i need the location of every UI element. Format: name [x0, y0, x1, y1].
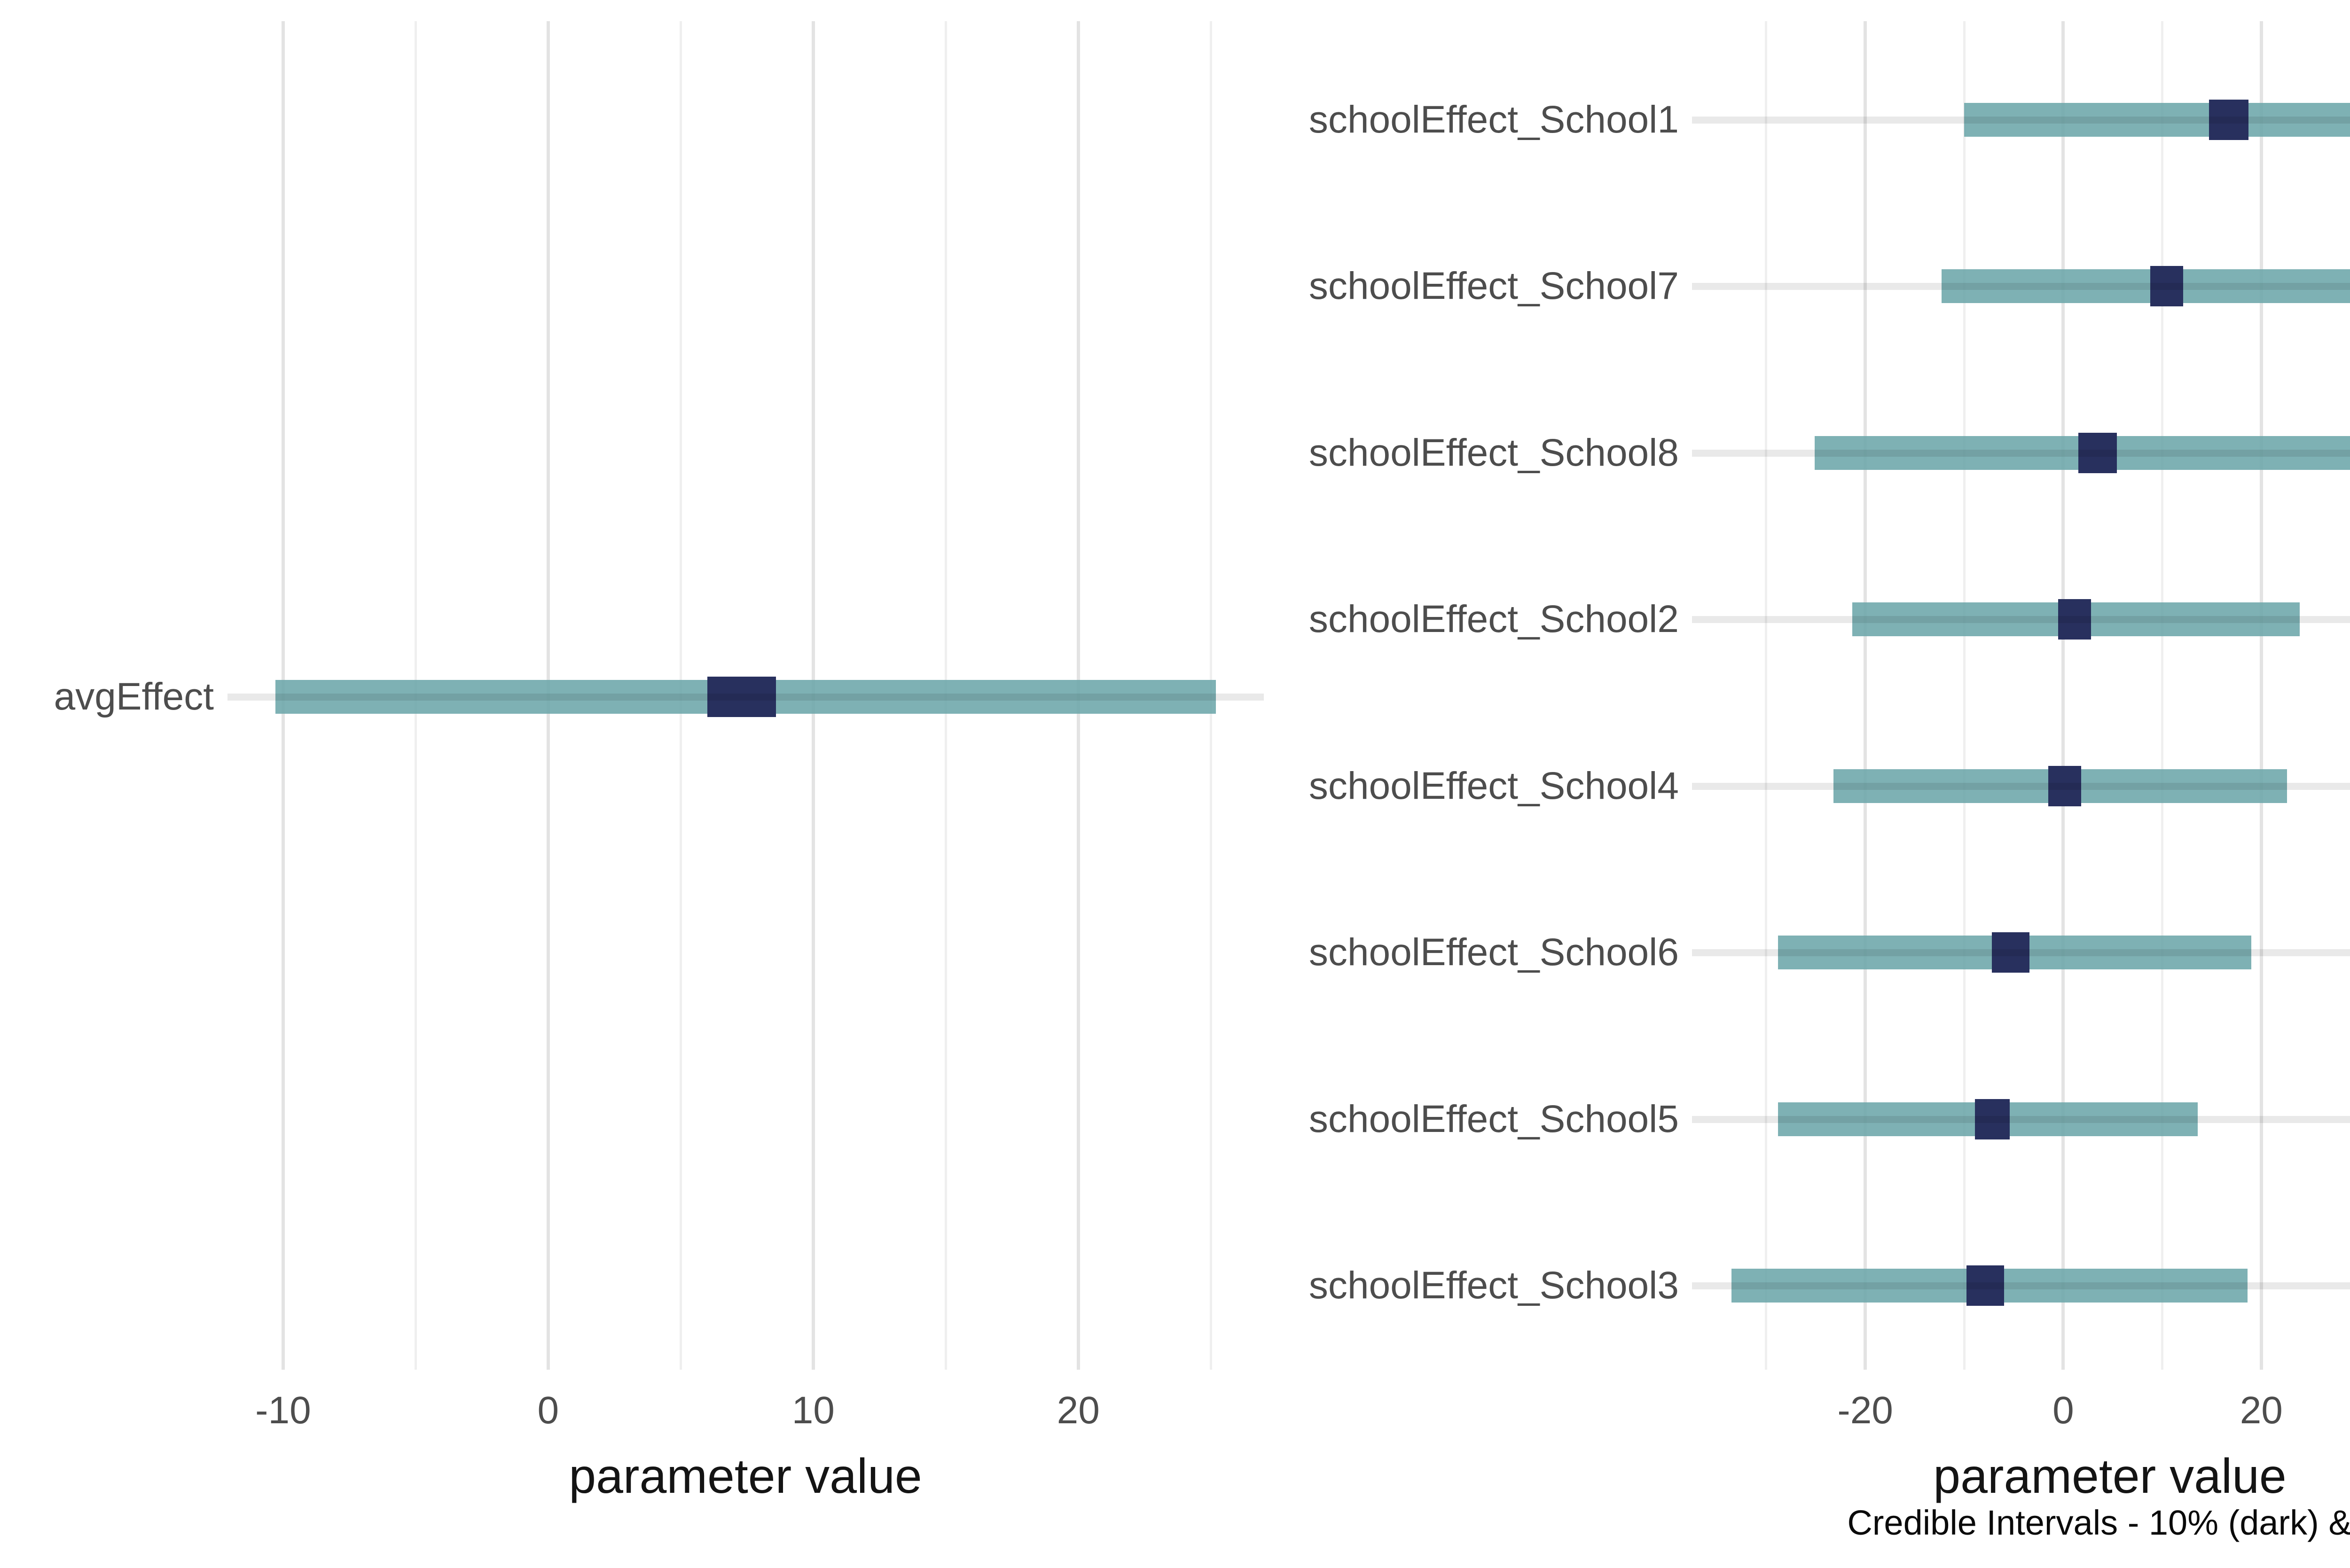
- figure-caption: Credible Intervals - 10% (dark) & 90% (l…: [1847, 1503, 2350, 1542]
- inner-interval-bar: [2078, 433, 2117, 473]
- x-axis-title-right: parameter value: [1933, 1449, 2287, 1504]
- grid-line-row: [1692, 616, 2350, 623]
- y-axis-label: schoolEffect_School2: [1308, 598, 1679, 640]
- grid-line-major: [2259, 21, 2263, 1370]
- x-tick-label: -20: [1837, 1389, 1893, 1432]
- grid-line-minor: [1963, 21, 1966, 1370]
- inner-interval-bar: [2058, 599, 2091, 640]
- grid-line-minor: [2161, 21, 2164, 1370]
- y-axis-label: schoolEffect_School8: [1308, 431, 1679, 474]
- y-axis-label: schoolEffect_School5: [1308, 1098, 1679, 1140]
- grid-line-row: [1692, 449, 2350, 457]
- grid-line-row: [227, 693, 1264, 701]
- outer-interval-bar: [1941, 269, 2350, 303]
- grid-line-row: [1692, 116, 2350, 124]
- x-tick-label: 20: [1057, 1389, 1100, 1432]
- grid-line-minor: [1765, 21, 1768, 1370]
- y-axis-label: schoolEffect_School7: [1308, 265, 1679, 307]
- x-tick-label: 10: [791, 1389, 835, 1432]
- grid-line-major: [1864, 21, 1867, 1370]
- y-axis-label: avgEffect: [54, 675, 214, 718]
- x-tick-label: 20: [2240, 1389, 2283, 1432]
- grid-line-row: [1692, 282, 2350, 290]
- x-tick-label: -10: [255, 1389, 311, 1432]
- grid-line-major: [2061, 21, 2065, 1370]
- inner-interval-bar: [1992, 932, 2030, 973]
- inner-interval-bar: [1966, 1265, 2004, 1306]
- grid-line-row: [1692, 1282, 2350, 1289]
- inner-interval-bar: [2209, 100, 2248, 140]
- outer-interval-bar: [1964, 103, 2350, 137]
- inner-interval-bar: [2048, 766, 2081, 806]
- x-axis-title-left: parameter value: [569, 1449, 922, 1504]
- y-axis-label: schoolEffect_School4: [1308, 764, 1679, 807]
- grid-line-row: [1692, 949, 2350, 956]
- y-axis-label: schoolEffect_School1: [1308, 98, 1679, 141]
- grid-line-row: [1692, 1116, 2350, 1123]
- inner-interval-bar: [707, 677, 776, 717]
- inner-interval-bar: [2150, 266, 2183, 306]
- grid-line-row: [1692, 782, 2350, 790]
- y-axis-label: schoolEffect_School6: [1308, 931, 1679, 974]
- x-tick-label: 0: [2052, 1389, 2074, 1432]
- x-tick-label: 0: [537, 1389, 559, 1432]
- inner-interval-bar: [1975, 1099, 2010, 1139]
- y-axis-label: schoolEffect_School3: [1308, 1264, 1679, 1307]
